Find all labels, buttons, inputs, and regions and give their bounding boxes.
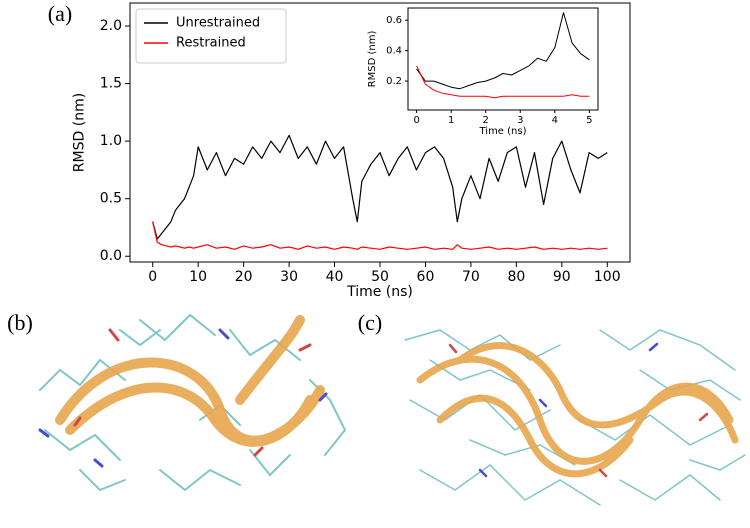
x-tick-label: 0 bbox=[148, 269, 157, 285]
legend-label: Restrained bbox=[176, 36, 246, 51]
y-tick-label: 1.5 bbox=[100, 76, 122, 92]
x-tick-label: 5 bbox=[586, 115, 592, 126]
x-tick-label: 0 bbox=[413, 115, 419, 126]
molecule-b bbox=[38, 313, 347, 492]
x-tick-label: 90 bbox=[553, 269, 571, 285]
x-tick-label: 1 bbox=[448, 115, 454, 126]
x-axis-label: Time (ns) bbox=[346, 284, 413, 300]
y-axis-label: RMSD (nm) bbox=[72, 93, 88, 172]
y-tick-label: 1.0 bbox=[100, 133, 122, 149]
legend-label: Unrestrained bbox=[176, 16, 260, 31]
y-tick-label: 0.0 bbox=[100, 248, 122, 264]
y-tick-label: 0.5 bbox=[100, 191, 122, 207]
plot-area bbox=[407, 7, 599, 111]
x-axis-label: Time (ns) bbox=[478, 126, 526, 137]
x-tick-label: 100 bbox=[594, 269, 621, 285]
x-tick-label: 60 bbox=[417, 269, 435, 285]
panel-label: (c) bbox=[358, 310, 382, 335]
panel-label: (a) bbox=[48, 1, 72, 26]
y-tick-label: 2.0 bbox=[100, 18, 122, 34]
series-line bbox=[416, 65, 590, 99]
y-axis-label: RMSD (nm) bbox=[367, 31, 378, 88]
x-tick-label: 80 bbox=[507, 269, 525, 285]
x-tick-label: 40 bbox=[326, 269, 344, 285]
y-tick-label: 0.2 bbox=[386, 76, 402, 87]
x-tick-label: 50 bbox=[371, 269, 389, 285]
y-tick-label: 0.4 bbox=[386, 46, 402, 57]
x-tick-label: 3 bbox=[517, 115, 523, 126]
x-tick-label: 20 bbox=[235, 269, 253, 285]
legend-box bbox=[135, 8, 287, 64]
x-tick-label: 4 bbox=[552, 115, 558, 126]
panel-label: (b) bbox=[7, 310, 33, 335]
series-line bbox=[152, 221, 608, 250]
molecule-c bbox=[404, 329, 746, 506]
series-line bbox=[416, 12, 590, 90]
x-tick-label: 70 bbox=[462, 269, 480, 285]
y-tick-label: 0.6 bbox=[386, 15, 402, 26]
x-tick-label: 10 bbox=[189, 269, 207, 285]
x-tick-label: 2 bbox=[483, 115, 489, 126]
x-tick-label: 30 bbox=[280, 269, 298, 285]
series-line bbox=[152, 134, 608, 240]
